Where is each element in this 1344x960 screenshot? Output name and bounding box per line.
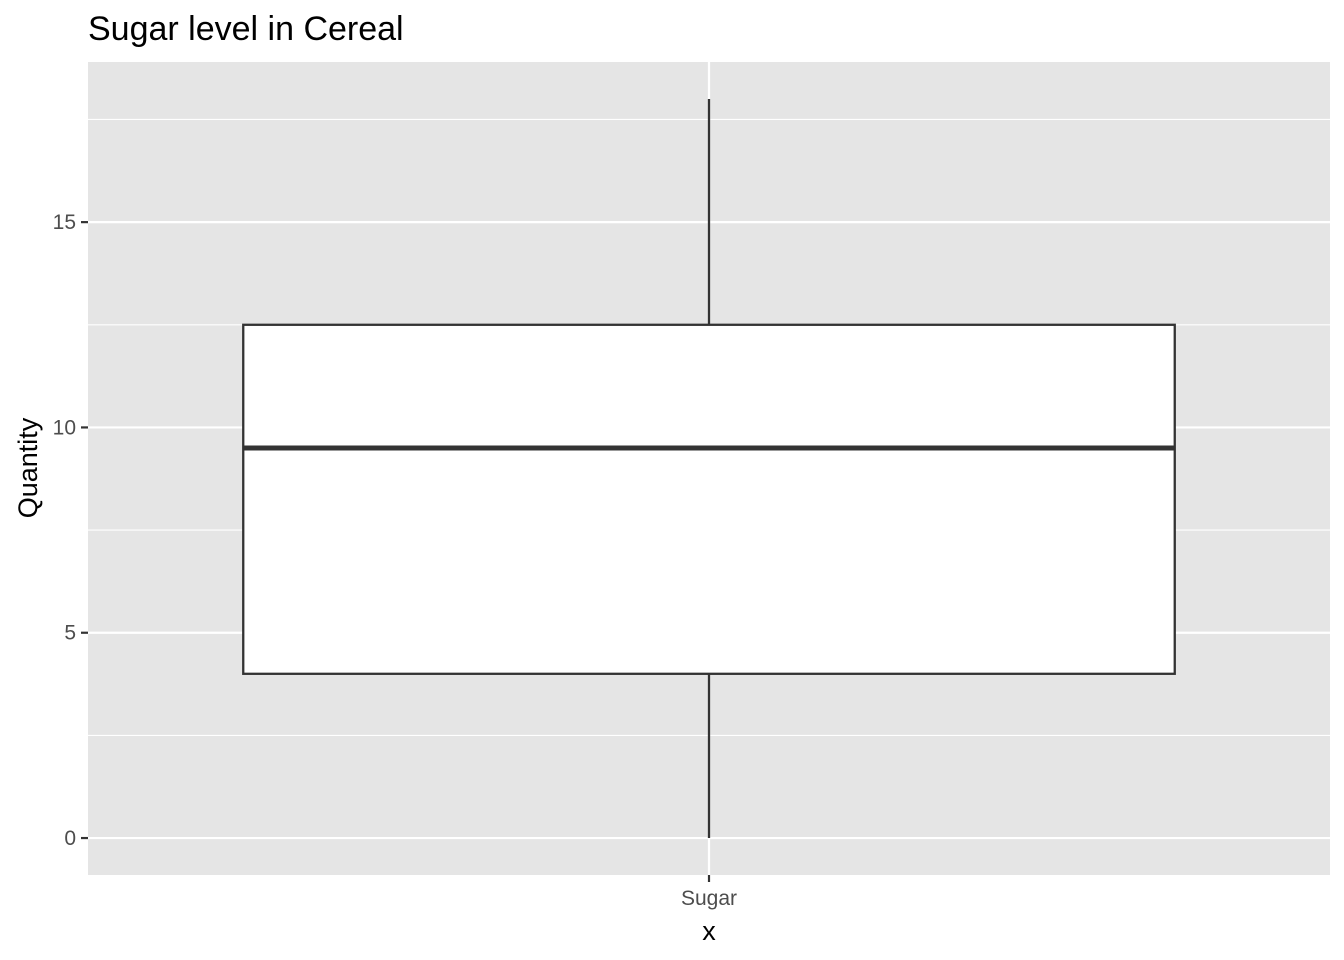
boxplot-marks (242, 98, 1176, 839)
chart-title: Sugar level in Cereal (88, 10, 404, 48)
y-tick-label: 10 (53, 416, 76, 439)
y-tick-label: 5 (64, 622, 76, 645)
x-axis-title: x (702, 916, 716, 946)
y-tick-label: 0 (64, 827, 76, 850)
y-axis-title: Quantity (13, 417, 43, 518)
x-axis: Sugar (681, 875, 737, 910)
iqr-box (242, 323, 1176, 675)
x-tick-label: Sugar (681, 887, 737, 910)
y-tick-label: 15 (53, 211, 76, 234)
y-axis: 0 5 10 15 (53, 211, 88, 850)
